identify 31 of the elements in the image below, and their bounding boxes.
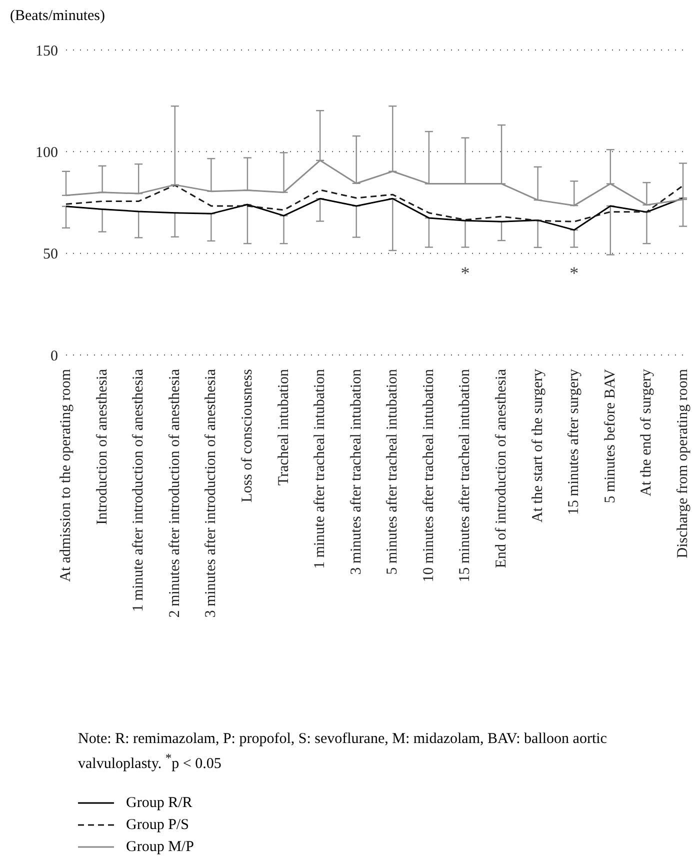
line-series xyxy=(65,184,684,222)
x-tick-label: Discharge from operating room xyxy=(675,368,691,558)
annotation: * xyxy=(570,263,579,284)
y-tick-label: 150 xyxy=(36,43,58,60)
x-tick-label: 2 minutes after introduction of anesthesia xyxy=(166,368,183,618)
x-tick-label: 15 minutes after surgery xyxy=(566,368,582,515)
x-tick-label: 3 minutes after introduction of anesthesia xyxy=(203,368,220,618)
x-tick-label: Introduction of anesthesia xyxy=(94,368,110,525)
y-axis-title: (Beats/minutes) xyxy=(10,8,106,26)
x-tick-label: Tracheal intubation xyxy=(276,368,292,486)
x-tick-label: 5 minutes before BAV xyxy=(602,368,618,504)
legend-label: Group M/P xyxy=(126,838,194,856)
x-tick-label: End of introduction of anesthesia xyxy=(494,368,510,568)
y-tick-label: 100 xyxy=(36,144,58,161)
x-tick-label: 15 minutes after tracheal intubation xyxy=(457,368,474,582)
x-tick-label: 5 minutes after tracheal intubation xyxy=(384,368,401,575)
x-tick-label: 1 minute after tracheal intubation xyxy=(312,368,328,569)
legend-label: Group R/R xyxy=(126,794,192,812)
x-tick-label: Loss of consciousness xyxy=(239,368,256,502)
y-tick-label: 50 xyxy=(43,246,58,263)
x-tick-label: At the end of surgery xyxy=(638,368,655,496)
x-tick-label: 3 minutes after tracheal intubation xyxy=(348,368,364,575)
line-series xyxy=(65,197,684,231)
x-tick-label: At the start of the surgery xyxy=(530,368,546,522)
x-tick-label: At admission to the operating room xyxy=(58,368,74,582)
x-tick-label: 1 minute after introduction of anesthesia xyxy=(130,368,147,612)
legend-label: Group P/S xyxy=(126,816,189,834)
y-tick-label: 0 xyxy=(50,348,58,364)
annotation: * xyxy=(460,263,470,284)
text: Note: R: remimazolam, P: propofol, S: sevoflurane, M: midazolam, BAV: balloon aortic valvuloplasty. $^{*}$p < 0.05 xyxy=(78,730,608,774)
x-tick-label: 10 minutes after tracheal intubation xyxy=(420,368,437,582)
